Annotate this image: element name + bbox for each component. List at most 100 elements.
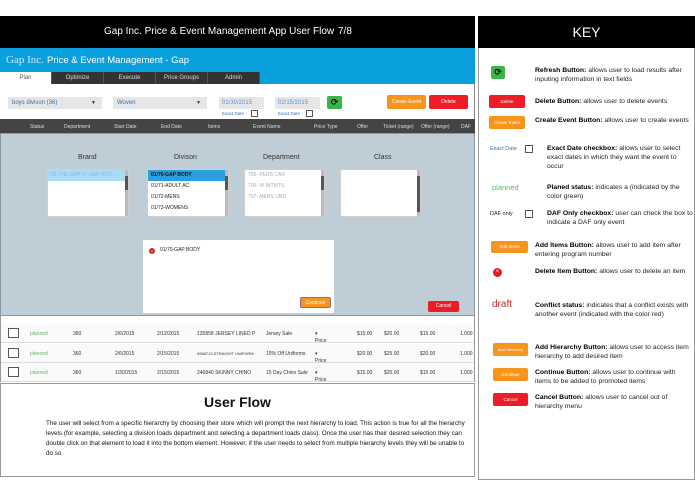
exact-date-label: Exact Date	[222, 111, 245, 116]
cell-offer: $15.00	[357, 331, 373, 337]
refresh-button[interactable]: ⟳	[327, 96, 342, 109]
department-listbox[interactable]: 705- PERS CAR 706- W INTMTS 707- MENS UN…	[244, 169, 325, 217]
hierarchy-modal: Brand Divison Department Class 01-THE GA…	[0, 133, 475, 316]
department-option[interactable]: 707- MENS UND	[248, 194, 287, 200]
cell-start-date: 1/30/2015	[115, 370, 138, 376]
daf-only-sample: DAF only	[490, 211, 513, 217]
cell-offer: $20.00	[357, 351, 373, 357]
delete-button[interactable]: Delete	[429, 95, 468, 109]
brand-option[interactable]: 01-THE GAP /7- GAP OUTL	[48, 170, 128, 181]
cell-daf: 1.000	[460, 370, 473, 376]
app-header: Gap Inc. Price & Event Management - Gap …	[0, 48, 475, 84]
refresh-icon: ⟳	[491, 66, 505, 79]
division-listbox[interactable]: 01/70-GAP BODY 01/71-ADULT AC 01/72-MENS…	[147, 169, 229, 217]
cell-offer-range: $20.00	[420, 351, 436, 357]
tab-execute[interactable]: Execute	[104, 72, 156, 84]
filter-bar: boys divison (36) ▼ Woven ▼ 01/30/2015 E…	[0, 84, 475, 119]
table-header: Status Department Start Date End Date It…	[0, 119, 475, 133]
cell-start-date: 2/6/2015	[115, 351, 135, 357]
row-checkbox[interactable]	[8, 348, 19, 358]
col-start-date: Start Date	[114, 124, 137, 130]
cell-department: 360	[73, 331, 82, 337]
price-type-dropdown[interactable]: Price Pt ▾	[315, 351, 327, 370]
col-end-date: End Date	[161, 124, 182, 130]
division-dropdown[interactable]: boys divison (36) ▼	[8, 97, 102, 109]
exact-date-checkbox-end[interactable]	[306, 110, 313, 117]
cell-event-name: 15% Off Uniforms	[266, 351, 306, 357]
cell-department: 360	[73, 370, 82, 376]
status-badge: planned	[30, 331, 48, 337]
col-department: Department	[64, 124, 91, 130]
brand-listbox[interactable]: 01-THE GAP /7- GAP OUTL	[47, 169, 129, 217]
price-type-dropdown[interactable]: Price Pt ▾	[315, 331, 327, 350]
header-title: Gap Inc. Price & Event Management App Us…	[104, 26, 335, 37]
cell-offer-range: $15.00	[420, 331, 436, 337]
create-event-button[interactable]: Create Event	[387, 95, 426, 109]
events-table: planned 360 2/6/2015 2/12/2015 135858 JE…	[0, 316, 475, 389]
user-flow-text: The user will select from a specific hie…	[46, 420, 465, 457]
status-badge: planned	[30, 351, 48, 357]
class-listbox[interactable]	[340, 169, 421, 217]
page-number: 7/8	[338, 26, 352, 37]
header-bar: Gap Inc. Price & Event Management App Us…	[0, 16, 475, 48]
class-heading: Class	[374, 154, 392, 161]
exact-date-checkbox-start[interactable]	[251, 110, 258, 117]
department-option[interactable]: 705- PERS CAR	[248, 172, 285, 178]
end-date-field[interactable]: 02/15/2015	[275, 97, 320, 109]
status-badge: planned	[30, 370, 48, 376]
tab-optimize[interactable]: Optimize	[52, 72, 104, 84]
cell-daf: 1.000	[460, 351, 473, 357]
division-option[interactable]: 01/73-WOMENS	[151, 205, 189, 211]
app-title: Price & Event Management - Gap	[47, 55, 190, 66]
brand-heading: Brand	[78, 154, 97, 161]
col-daf: DAF	[461, 124, 471, 130]
cell-ticket: $20.00	[384, 370, 400, 376]
table-row[interactable]: planned 360 1/30/2015 2/15/2015 246840 S…	[1, 363, 474, 389]
cell-end-date: 2/12/2015	[157, 331, 180, 337]
category-value: Woven	[117, 100, 136, 106]
start-date-field[interactable]: 01/30/2015	[219, 97, 264, 109]
selected-item-label: 01/70-GAP BODY	[160, 247, 201, 253]
brand-scrollbar[interactable]	[125, 170, 128, 216]
delete-item-icon[interactable]: ×	[149, 248, 155, 254]
cell-end-date: 2/15/2015	[157, 351, 180, 357]
table-row[interactable]: planned 360 2/6/2015 2/12/2015 135858 JE…	[1, 324, 474, 350]
exact-date-label: Exact Date	[278, 111, 301, 116]
row-checkbox[interactable]	[8, 367, 19, 377]
add-items-sample-button: Add Items	[491, 241, 528, 253]
continue-button[interactable]: Continue	[300, 297, 331, 308]
division-option[interactable]: 01/70-GAP BODY	[148, 170, 228, 181]
class-scrollbar[interactable]	[417, 170, 420, 216]
division-option[interactable]: 01/71-ADULT AC	[151, 183, 190, 189]
tab-admin[interactable]: Admin	[208, 72, 260, 84]
row-checkbox[interactable]	[8, 328, 19, 338]
cell-items: 135858 JERSEY LINED P	[197, 331, 256, 337]
department-option[interactable]: 706- W INTMTS	[248, 183, 285, 189]
draft-sample: draft	[492, 299, 513, 310]
col-items: Items	[208, 124, 221, 130]
chevron-down-icon: ▼	[196, 100, 201, 106]
delete-sample-button: Delete	[489, 95, 525, 108]
category-dropdown[interactable]: Woven ▼	[113, 97, 207, 109]
division-option[interactable]: 01/72-MENS	[151, 194, 180, 200]
cell-event-name: 15 Day Chino Sale	[266, 370, 308, 376]
cancel-button[interactable]: Cancel	[428, 301, 459, 312]
brand-logo: Gap Inc.	[6, 54, 44, 66]
price-type-dropdown[interactable]: Price Pt ▾	[315, 370, 327, 389]
table-row[interactable]: planned 360 2/6/2015 2/15/2015 5968713 S…	[1, 344, 474, 370]
col-offer-range: Offer (range)	[421, 124, 450, 130]
exact-date-sample: Exact Date	[490, 146, 517, 152]
col-offer: Offer	[357, 124, 369, 130]
cell-start-date: 2/6/2015	[115, 331, 135, 337]
cancel-sample-button: Cancel	[493, 393, 528, 406]
tab-price-groups[interactable]: Price Groups	[156, 72, 208, 84]
checkbox-sample	[525, 145, 533, 153]
user-flow-panel: User Flow The user will select from a sp…	[0, 383, 475, 477]
col-ticket-range: Ticket (range)	[383, 124, 414, 130]
cell-ticket: $25.00	[384, 351, 400, 357]
tab-plan[interactable]: Plan	[0, 72, 52, 84]
department-scrollbar[interactable]	[321, 170, 324, 216]
tab-bar: Plan Optimize Execute Price Groups Admin	[0, 72, 260, 84]
division-scrollbar[interactable]	[225, 170, 228, 216]
department-heading: Department	[263, 154, 300, 161]
